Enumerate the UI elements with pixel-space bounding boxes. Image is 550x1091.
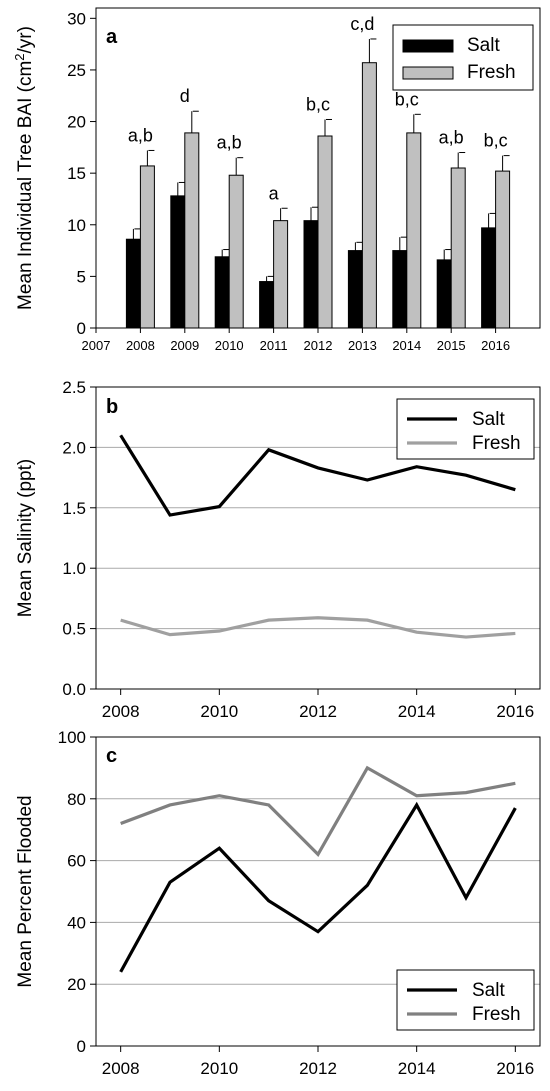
y-axis-label: Mean Salinity (ppt) [15,459,36,617]
panel-c: 0 20 40 60 80 100 2008 2010 2012 2014 2016 c Mean Pe… [15,728,541,1078]
x-tick-label: 2010 [200,702,238,721]
series-line-fresh [120,616,516,639]
y-tick-label: 2.0 [62,438,86,457]
y-tick-label: 2.5 [62,378,86,397]
legend-label-fresh: Fresh [467,62,516,83]
y-tick-label: 100 [58,728,86,747]
panel-label-c: c [106,745,117,767]
bar-fresh [495,170,511,329]
legend: Salt Fresh [396,398,535,460]
y-tick-label: 25 [67,61,86,80]
significance-label: b,c [395,89,419,109]
x-tick-label: 2014 [392,338,421,353]
x-tick-label: 2013 [348,338,377,353]
legend-label-fresh: Fresh [472,433,521,454]
x-tick-label: 2008 [102,702,140,721]
panel-label-b: b [106,396,118,418]
bar-fresh [139,165,155,329]
y-tick-label: 30 [67,9,86,28]
y-tick-label: 1.5 [62,499,86,518]
bar-fresh [228,174,244,329]
series-line-salt [119,434,516,517]
bar-salt [392,250,408,329]
legend-label-salt: Salt [472,409,505,430]
legend-box [396,969,535,1031]
bar-salt [170,195,186,329]
x-tick-label: 2010 [215,338,244,353]
superscript: 2 [12,53,27,60]
bar-salt [214,256,230,329]
legend-label-salt: Salt [467,35,500,56]
x-tick-label: 2008 [102,1059,140,1078]
legend-swatch-salt [402,39,454,53]
bar-fresh [184,132,200,329]
bar-salt [347,250,363,329]
legend: Salt Fresh [392,24,534,91]
bar-fresh [450,167,466,329]
x-tick-label: 2010 [200,1059,238,1078]
x-tick-label: 2014 [398,1059,436,1078]
bar-fresh [273,220,289,329]
y-tick-label: 10 [67,216,86,235]
x-tick-label: 2011 [260,338,288,353]
significance-label: a [269,183,280,203]
bar-salt [436,259,452,329]
legend-label-fresh: Fresh [472,1004,521,1025]
y-axis-label: Mean Percent Flooded [15,795,36,987]
bar-salt [303,220,319,329]
panel-a: 0 5 10 15 20 25 30 2007 2008 2009 2010 2011 2012 2013… [12,7,541,353]
x-tick-label: 2015 [437,338,466,353]
significance-label: a,b [128,125,153,145]
panel-b: 0.0 0.5 1.0 1.5 2.0 2.5 2008 2010 2012 2014 2016 b M… [15,378,541,721]
y-tick-label: 0 [77,1037,86,1056]
y-tick-label: 20 [67,975,86,994]
legend: Salt Fresh [396,969,535,1031]
significance-label: b,c [484,131,508,151]
y-tick-label: 1.0 [62,559,86,578]
y-tick-label: 0.0 [62,680,86,699]
bar-fresh [317,135,333,329]
panel-label-a: a [106,26,118,48]
y-tick-label: 5 [77,267,86,286]
significance-label: d [180,86,190,106]
y-axis-label: Mean Individual Tree BAI (cm2/yr) [12,26,37,310]
x-tick-label: 2016 [496,702,534,721]
y-tick-label: 15 [67,164,86,183]
bar-salt [125,238,141,329]
y-tick-label: 80 [67,790,86,809]
x-tick-label: 2012 [299,702,337,721]
x-tick-label: 2008 [126,338,155,353]
x-tick-label: 2012 [299,1059,337,1078]
y-tick-label: 20 [67,113,86,132]
bar-fresh [406,132,422,329]
x-tick-label: 2009 [170,338,199,353]
bar-fresh [361,62,377,329]
x-tick-label: 2016 [496,1059,534,1078]
y-tick-label: 0 [77,319,86,338]
bar-salt [259,281,275,329]
significance-label: a,b [439,128,464,148]
significance-label: c,d [350,14,374,34]
series-line-salt [119,801,517,973]
y-tick-label: 40 [67,913,86,932]
x-tick-label: 2014 [398,702,436,721]
x-tick-label: 2016 [481,338,510,353]
y-tick-label: 0.5 [62,620,86,639]
legend-box [396,398,535,460]
series-line-fresh [120,765,516,858]
x-tick-label: 2007 [82,338,111,353]
legend-label-salt: Salt [472,980,505,1001]
significance-label: a,b [217,133,242,153]
y-tick-label: 60 [67,852,86,871]
significance-label: b,c [306,94,330,114]
legend-swatch-fresh [402,66,454,80]
bar-salt [481,227,497,329]
x-tick-label: 2012 [304,338,333,353]
